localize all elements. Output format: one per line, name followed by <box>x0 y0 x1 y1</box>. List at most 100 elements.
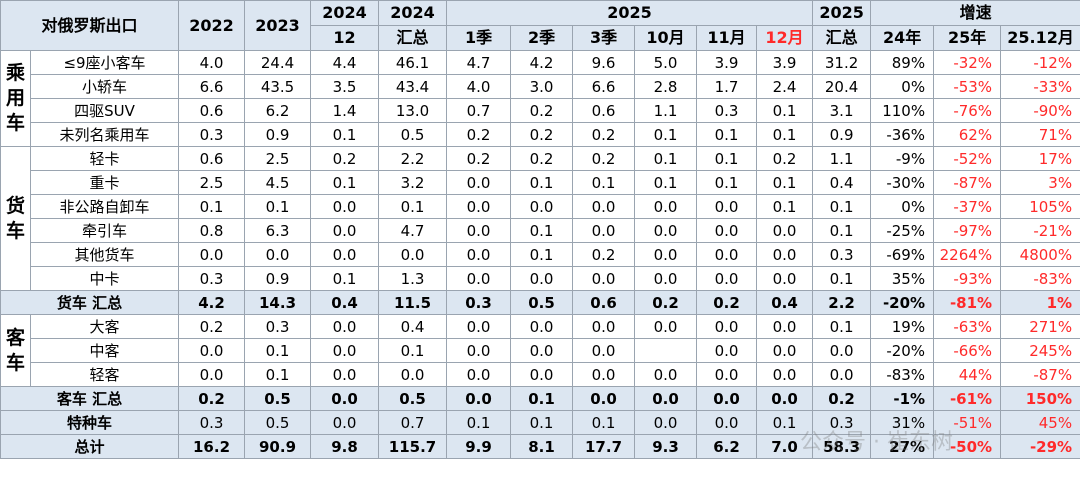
value-cell: 4.0 <box>446 74 512 99</box>
row-label: 中客 <box>29 338 180 363</box>
value-cell: 150% <box>1000 386 1080 411</box>
value-cell: 17% <box>1000 146 1080 171</box>
value-cell: 27% <box>870 434 935 459</box>
value-cell: 11.5 <box>378 290 448 315</box>
value-cell: 0.1 <box>378 338 448 363</box>
value-cell: -69% <box>870 242 935 267</box>
value-cell: 0.3 <box>178 122 246 147</box>
export-table: 对俄罗斯出口 2022 2023 2024 2024 2025 2025 增速 12 汇总 1季 2季… <box>0 0 1080 459</box>
value-cell: -1% <box>870 386 935 411</box>
header-cell: 12月 <box>756 25 814 51</box>
value-cell: 0.1 <box>756 170 814 195</box>
watermark: 公众号 · 崔东树 <box>800 430 953 455</box>
data-row: 小轿车 6.6 43.5 3.5 43.4 4.0 3.0 6.6 2.8 1.7 2.4 20.4 0… <box>1 74 1080 99</box>
header-cell: 1季 <box>446 25 512 51</box>
header-cell: 2024 <box>310 0 380 26</box>
value-cell: 0.1 <box>812 266 872 291</box>
row-label: 中卡 <box>29 266 180 291</box>
row-label: 重卡 <box>29 170 180 195</box>
value-cell: 0.0 <box>310 386 380 411</box>
value-cell: 0.1 <box>310 170 380 195</box>
value-cell: 4.7 <box>446 50 512 75</box>
value-cell: 0.0 <box>446 170 512 195</box>
value-cell: 2.2 <box>812 290 872 315</box>
value-cell: 0.3 <box>178 410 246 435</box>
value-cell: 0.2 <box>572 146 636 171</box>
value-cell: 0.4 <box>756 290 814 315</box>
value-cell: 3.9 <box>696 50 758 75</box>
value-cell: 2.5 <box>178 170 246 195</box>
value-cell: -30% <box>870 170 935 195</box>
value-cell: -25% <box>870 218 935 243</box>
value-cell: 105% <box>1000 194 1080 219</box>
header-cell: 12 <box>310 25 380 51</box>
row-label: 总计 <box>0 434 180 459</box>
value-cell: 6.2 <box>244 98 312 123</box>
group-label: 客车 <box>0 314 31 387</box>
group-label: 乘用车 <box>0 50 31 147</box>
value-cell: 0.0 <box>634 194 698 219</box>
value-cell: -51% <box>933 410 1002 435</box>
value-cell: 0.0 <box>446 266 512 291</box>
data-row: 乘用车 ≤9座小客车 4.0 24.4 4.4 46.1 4.7 4.2 9.6 5.0 3.9 3.… <box>0 50 1080 147</box>
value-cell: 0.0 <box>378 242 448 267</box>
value-cell: 0.1 <box>696 122 758 147</box>
value-cell: 0.1 <box>178 194 246 219</box>
value-cell: 2264% <box>933 242 1002 267</box>
header-cell: 25.12月 <box>1000 25 1080 51</box>
value-cell: 0.1 <box>510 218 574 243</box>
value-cell: 0.0 <box>634 386 698 411</box>
value-cell: 44% <box>933 362 1002 387</box>
value-cell: 0.0 <box>510 314 574 339</box>
value-cell: 0.7 <box>378 410 448 435</box>
value-cell: 0.1 <box>510 410 574 435</box>
value-cell: 0.1 <box>812 194 872 219</box>
value-cell: 0.2 <box>572 122 636 147</box>
value-cell: 0.2 <box>510 98 574 123</box>
value-cell: 20.4 <box>812 74 872 99</box>
value-cell: 0.0 <box>572 194 636 219</box>
value-cell: 1.4 <box>310 98 380 123</box>
row-label: 轻卡 <box>29 146 180 171</box>
value-cell: 115.7 <box>378 434 448 459</box>
row-label: 货车 汇总 <box>0 290 180 315</box>
header-cell: 2023 <box>244 0 312 51</box>
row-label: 四驱SUV <box>29 98 180 123</box>
row-label: 客车 汇总 <box>0 386 180 411</box>
row-label: ≤9座小客车 <box>29 50 180 75</box>
value-cell: 0.1 <box>572 170 636 195</box>
value-cell: 4.4 <box>310 50 380 75</box>
header-cell: 增速 <box>870 0 1080 26</box>
value-cell: -20% <box>870 290 935 315</box>
value-cell: -61% <box>933 386 1002 411</box>
value-cell: 0.2 <box>310 146 380 171</box>
data-row: 其他货车 0.0 0.0 0.0 0.0 0.0 0.1 0.2 0.0 0.0 0.0 0.3 -69… <box>1 242 1080 267</box>
value-cell: 0% <box>870 194 935 219</box>
value-cell: 19% <box>870 314 935 339</box>
header-row: 对俄罗斯出口 2022 2023 2024 2024 2025 2025 增速 <box>0 0 1080 51</box>
value-cell: 0.0 <box>510 194 574 219</box>
value-cell: 0.5 <box>378 386 448 411</box>
value-cell: 0.2 <box>634 290 698 315</box>
value-cell: 0.0 <box>310 242 380 267</box>
value-cell: 0.5 <box>510 290 574 315</box>
value-cell: 0.1 <box>244 338 312 363</box>
value-cell: -36% <box>870 122 935 147</box>
value-cell: 0.1 <box>756 122 814 147</box>
value-cell: 2.4 <box>756 74 814 99</box>
value-cell: 0.0 <box>696 266 758 291</box>
value-cell: 0.0 <box>310 314 380 339</box>
value-cell: 0.8 <box>178 218 246 243</box>
value-cell: 0.0 <box>634 266 698 291</box>
data-row: 中卡 0.3 0.9 0.1 1.3 0.0 0.0 0.0 0.0 0.0 0.0 0.1 35% -9… <box>1 266 1080 291</box>
value-cell: 89% <box>870 50 935 75</box>
row-label: 轻客 <box>29 362 180 387</box>
row-label: 其他货车 <box>29 242 180 267</box>
value-cell: 0.4 <box>812 170 872 195</box>
value-cell: 0.1 <box>572 410 636 435</box>
value-cell: 0.0 <box>696 218 758 243</box>
value-cell: 0.1 <box>812 218 872 243</box>
header-cell: 汇总 <box>378 25 448 51</box>
value-cell: 3.1 <box>812 98 872 123</box>
value-cell: 0.1 <box>756 98 814 123</box>
